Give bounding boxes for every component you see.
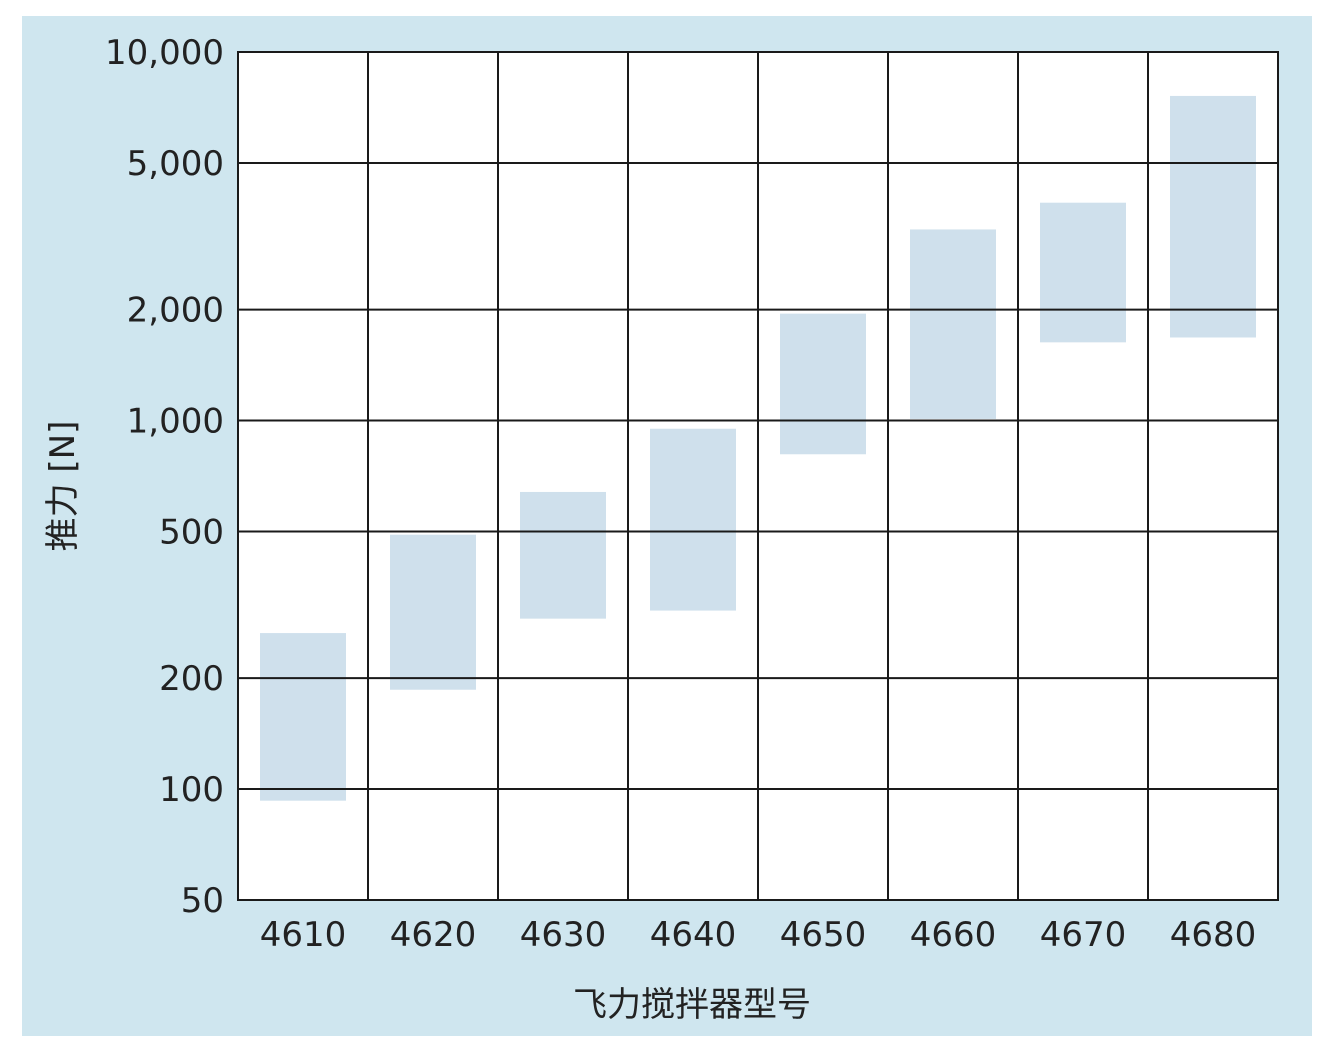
x-tick-label-4680: 4680 [1170,915,1257,955]
x-axis-label: 飞力搅拌器型号 [573,985,811,1025]
range-bar-4610 [260,633,346,801]
thrust-range-chart: 50 100 200 500 1,000 2,000 5,000 10,000 4610 462… [22,16,1312,1036]
y-tick-label-10000: 10,000 [105,33,224,73]
y-tick-label-200: 200 [159,659,224,699]
x-tick-label-4650: 4650 [780,915,867,955]
x-tick-label-4630: 4630 [520,915,607,955]
range-bar-4680 [1170,95,1256,338]
x-tick-label-4620: 4620 [390,915,477,955]
range-bar-4670 [1040,202,1126,343]
y-axis-label: 推力 [N] [43,421,83,552]
chart-panel: 50 100 200 500 1,000 2,000 5,000 10,000 4610 462… [22,16,1312,1036]
range-bar-4620 [390,534,476,690]
x-tick-label-4660: 4660 [910,915,997,955]
range-bar-4660 [910,229,996,419]
x-tick-label-4670: 4670 [1040,915,1127,955]
grid-lines [237,51,1279,901]
y-tick-label-50: 50 [181,881,224,921]
y-tick-label-100: 100 [159,770,224,810]
x-tick-label-4640: 4640 [650,915,737,955]
range-bars [260,95,1256,801]
range-bar-4650 [780,313,866,455]
x-axis-ticks: 4610 4620 4630 4640 4650 4660 4670 4680 [260,915,1257,955]
plot-frame [237,51,1279,901]
y-tick-label-500: 500 [159,512,224,552]
range-bar-4640 [650,428,736,611]
y-axis-ticks: 50 100 200 500 1,000 2,000 5,000 10,000 [105,33,224,921]
y-tick-label-5000: 5,000 [127,144,224,184]
y-tick-label-2000: 2,000 [127,291,224,331]
range-bar-4630 [520,491,606,619]
y-tick-label-1000: 1,000 [127,402,224,442]
x-tick-label-4610: 4610 [260,915,347,955]
